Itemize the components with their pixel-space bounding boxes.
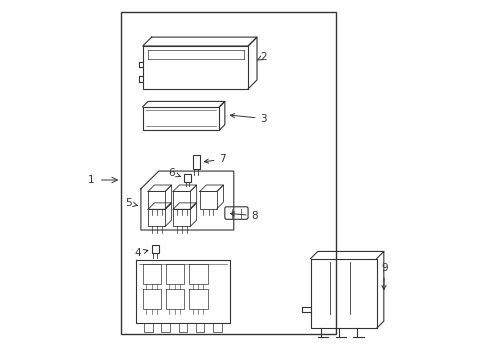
Bar (192, 155, 200, 169)
Text: 6: 6 (168, 168, 180, 178)
Bar (183, 174, 190, 182)
Text: 1: 1 (87, 175, 94, 185)
Text: 3: 3 (230, 113, 266, 123)
Text: 8: 8 (230, 211, 258, 221)
Text: 5: 5 (125, 198, 137, 208)
Text: 7: 7 (204, 154, 225, 164)
Text: 4: 4 (134, 248, 147, 258)
Bar (151, 246, 159, 253)
Text: 2: 2 (257, 52, 266, 62)
Bar (121, 12, 335, 334)
Text: 9: 9 (380, 262, 387, 289)
